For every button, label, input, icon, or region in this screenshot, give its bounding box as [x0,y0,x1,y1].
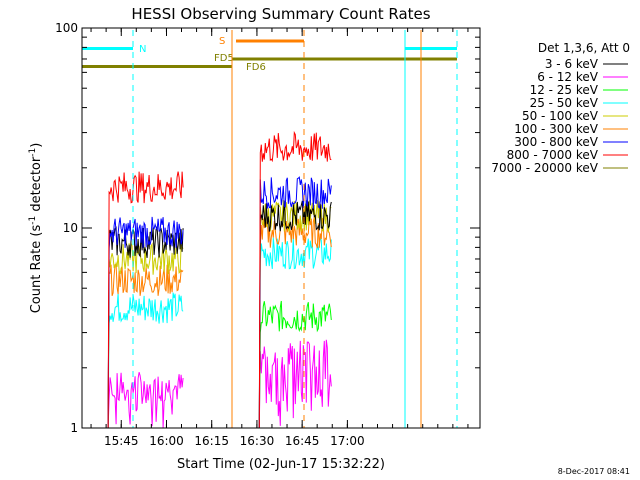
x-tick-label: 16:30 [240,434,275,448]
legend-label: 100 - 300 keV [514,122,598,136]
series-line-50-100-kev [107,241,184,429]
y-label-part-2: detector [29,156,44,216]
series-line-25-50-kev [107,292,184,429]
series-line-100-300-kev [258,217,332,429]
y-tick-label: 1 [70,421,78,435]
series-line-800-7000-kev [107,171,184,429]
data-layer [107,130,332,429]
y-label-sup-2: -1 [28,148,38,157]
legend-label: 300 - 800 keV [514,135,598,149]
legend-label: 25 - 50 keV [530,96,599,110]
y-label-part-3: ) [29,143,44,148]
legend-label: 3 - 6 keV [545,57,599,71]
y-tick-label: 100 [55,21,78,35]
x-tick-label: 16:00 [149,434,184,448]
legend-label: 6 - 12 keV [537,70,599,84]
series-line-6-12-kev [258,339,332,429]
annotation-layer: N S FD5 FD6 [82,30,458,428]
y-axis-label: Count Rate (s-1 detector-1) [28,143,44,314]
y-label-part-1: Count Rate (s [29,225,44,314]
axis-layer: 15:45 16:00 16:15 16:30 16:45 17:00 1 10 100 [55,21,480,448]
series-line-12-25-kev [258,300,332,429]
legend-label: 12 - 25 keV [530,83,599,97]
chart-title: HESSI Observing Summary Count Rates [131,5,430,23]
series-line-300-800-kev [107,216,184,429]
legend-label: 800 - 7000 keV [507,148,599,162]
series-line-300-800-kev [258,176,332,429]
series-line-6-12-kev [107,372,184,429]
x-tick-label: 17:00 [330,434,365,448]
series-line-3-6-kev [258,200,332,429]
fd5-label: FD5 [214,53,234,64]
legend-label: 50 - 100 keV [522,109,599,123]
s-flag-label: S [219,36,225,47]
y-label-sup-1: -1 [28,216,38,225]
x-tick-label: 15:45 [104,434,139,448]
series-line-800-7000-kev [258,130,332,429]
footer-timestamp: 8-Dec-2017 08:41 [558,467,630,476]
series-line-50-100-kev [258,200,332,429]
x-axis-label: Start Time (02-Jun-17 15:32:22) [177,457,385,472]
y-tick-label: 10 [63,221,78,235]
n-flag-label: N [139,44,146,55]
legend-label: 7000 - 20000 keV [491,161,598,175]
series-line-100-300-kev [107,263,184,429]
x-tick-label: 16:15 [194,434,229,448]
x-tick-label: 16:45 [285,434,320,448]
legend-title: Det 1,3,6, Att 0 [538,41,630,55]
fd6-label: FD6 [246,62,266,73]
